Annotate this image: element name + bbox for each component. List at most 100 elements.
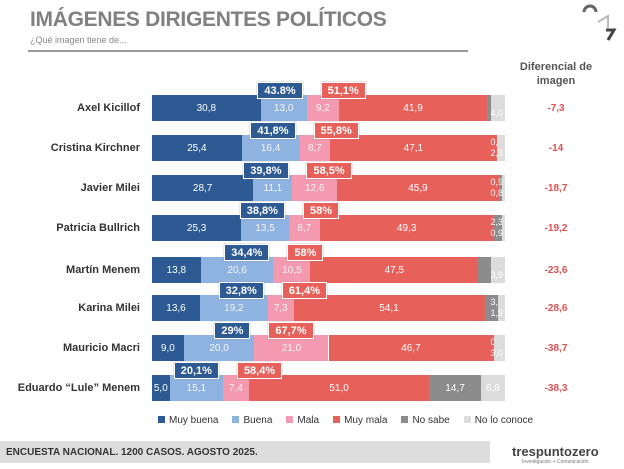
data-label: 16,4 xyxy=(260,142,281,154)
bar-segment xyxy=(491,257,505,283)
data-label: 21,0 xyxy=(281,342,302,354)
legend-swatch xyxy=(158,416,165,423)
data-label: 10,5 xyxy=(282,264,302,276)
bar-segment: 12,6 xyxy=(292,175,337,201)
differential-header: Diferencial de imagen xyxy=(519,61,593,87)
differential-value: -38,3 xyxy=(544,383,568,394)
category-label: Javier Milei xyxy=(80,182,140,194)
data-label: 13,5 xyxy=(255,222,275,234)
data-label: 5,0 xyxy=(153,382,168,394)
bar-segment: 10,5 xyxy=(273,257,311,283)
legend-swatch xyxy=(286,416,294,423)
category-label: Eduardo “Lule” Menem xyxy=(17,382,140,394)
bar-segment: 16,4 xyxy=(241,135,300,161)
data-label: 3,0 xyxy=(490,348,503,358)
bar-segment xyxy=(502,175,505,201)
data-label: 20,0 xyxy=(209,342,229,354)
bar-segment: 47,5 xyxy=(310,257,479,283)
data-label: 1,9 xyxy=(490,308,503,318)
data-label: 54,1 xyxy=(379,302,399,314)
brand-name: trespuntozero xyxy=(512,444,599,459)
bar-segment: 47,1 xyxy=(330,135,497,161)
bar-segment: 45,9 xyxy=(336,175,499,201)
data-label: 19,2 xyxy=(224,302,244,314)
data-label: 45,9 xyxy=(408,182,428,194)
bar-segment: 11,1 xyxy=(253,175,293,201)
data-label: 13,8 xyxy=(166,264,187,276)
category-label: Axel Kicillof xyxy=(77,102,140,114)
data-label: 7,4 xyxy=(229,382,243,394)
negative-total-badge: 58% xyxy=(287,244,324,261)
legend-item: Muy buena xyxy=(158,415,218,426)
bar-segment: 9,0 xyxy=(152,335,184,361)
data-label: 6,8 xyxy=(486,382,500,394)
legend-label: Muy mala xyxy=(344,415,388,426)
data-label: 9,0 xyxy=(160,342,175,354)
negative-total-badge: 67,7% xyxy=(268,322,314,339)
bar-segment xyxy=(493,215,502,241)
bar-segment: 13,5 xyxy=(241,215,289,241)
category-label: Martín Menem xyxy=(66,264,140,276)
negative-total-badge: 58,4% xyxy=(236,362,283,379)
data-label: 49,3 xyxy=(396,222,417,234)
data-label: 20,6 xyxy=(227,264,247,276)
category-label: Cristina Kirchner xyxy=(50,142,140,154)
positive-total-badge: 34,4% xyxy=(224,244,270,261)
data-label: 41,9 xyxy=(403,102,423,114)
data-label: 47,5 xyxy=(384,264,405,276)
legend-item: Mala xyxy=(286,415,319,426)
differential-value: -7,3 xyxy=(547,103,565,114)
legend-label: Buena xyxy=(243,415,273,426)
bar-segment: 20,0 xyxy=(183,335,255,361)
bar-segment xyxy=(501,215,505,241)
legend-swatch xyxy=(333,416,341,423)
legend: Muy buena Buena Mala Muy mala No sabe No lo c… xyxy=(158,415,533,426)
data-label: 9,2 xyxy=(315,102,330,114)
negative-total-badge: 55,8% xyxy=(313,122,359,139)
data-label: 51,0 xyxy=(329,382,349,394)
bar-segment: 13,8 xyxy=(152,257,201,283)
data-label: 25,3 xyxy=(186,222,207,234)
data-label: 47,1 xyxy=(403,142,424,154)
differential-value: -18,7 xyxy=(544,183,568,194)
data-label: 14,7 xyxy=(445,382,465,394)
data-label: 15,1 xyxy=(186,382,207,394)
bar-segment xyxy=(496,135,505,161)
legend-item: No lo conoce xyxy=(463,415,533,426)
bar-segment xyxy=(478,257,492,283)
data-label: 28,7 xyxy=(192,182,213,194)
bar-segment: 25,4 xyxy=(152,135,242,161)
negative-total-badge: 58,5% xyxy=(306,162,352,179)
legend-item: No sabe xyxy=(401,415,450,426)
data-label: 3,9 xyxy=(490,297,503,307)
bar-segment xyxy=(484,295,499,321)
differential-value: -28,6 xyxy=(544,303,568,314)
data-label: 13,0 xyxy=(273,102,294,114)
differential-value: -19,2 xyxy=(544,223,568,234)
positive-total-badge: 20,1% xyxy=(173,362,219,379)
bar-segment: 15,1 xyxy=(169,375,223,401)
legend-swatch xyxy=(463,416,471,423)
brand-tagline: Investigación + Comunicación xyxy=(522,459,589,465)
data-label: 0,9 xyxy=(490,177,503,187)
positive-total-badge: 41,8% xyxy=(250,122,296,139)
legend-label: No sabe xyxy=(412,415,450,426)
data-label: 0,1 xyxy=(475,137,503,147)
differential-value: -38,7 xyxy=(544,343,568,354)
positive-total-badge: 38,8% xyxy=(239,202,285,219)
legend-label: Mala xyxy=(297,415,320,426)
bar-segment: 46,7 xyxy=(328,335,494,361)
footer-note: ENCUESTA NACIONAL. 1200 CASOS. AGOSTO 20… xyxy=(0,441,490,463)
bar-segment: 13,0 xyxy=(260,95,307,121)
bar-segment xyxy=(494,335,505,361)
data-label: 0,9 xyxy=(490,228,503,238)
bar-segment: 49,3 xyxy=(319,215,494,241)
bar-segment: 30,8 xyxy=(152,95,261,121)
data-label: 46,7 xyxy=(401,342,421,354)
negative-total-badge: 58% xyxy=(302,202,339,219)
page-title: IMÁGENES DIRIGENTES POLÍTICOS xyxy=(30,8,387,31)
divider xyxy=(28,50,468,52)
differential-value: -23,6 xyxy=(544,265,568,276)
bar-segment xyxy=(486,95,491,121)
positive-total-badge: 32,8% xyxy=(218,282,264,299)
